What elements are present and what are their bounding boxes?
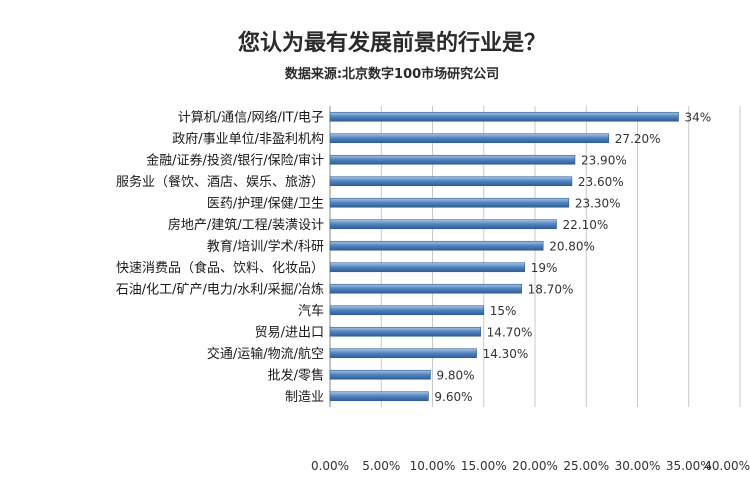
category-label: 批发/零售 [268,367,324,383]
bar [329,240,544,251]
value-label: 18.70% [528,282,574,296]
chart-title: 您认为最有发展前景的行业是？ [238,30,546,56]
bar [329,326,481,337]
value-label: 22.10% [563,218,609,232]
category-label: 制造业 [285,390,324,405]
category-label: 石油/化工/矿产/电力/水利/采掘/冶炼 [116,282,324,297]
category-label: 贸易/进出口 [255,325,324,340]
bar [329,305,485,316]
bar [329,133,610,144]
bar [329,262,526,273]
value-label: 9.60% [434,390,472,404]
chart-subtitle: 数据来源:北京数字100市场研究公司 [285,66,499,82]
value-label: 14.70% [487,325,533,339]
bar [329,197,570,208]
value-label: 27.20% [615,132,661,146]
bars [329,111,679,402]
category-label: 医药/护理/保健/卫生 [207,196,324,211]
x-tick-label: 5.00% [362,459,400,473]
value-label: 19% [531,261,558,275]
bar [329,348,477,359]
x-tick-label: 30.00% [615,459,661,473]
category-label: 汽车 [298,303,324,319]
value-label: 23.60% [578,175,624,189]
bar [329,283,522,294]
x-axis-ticks: 0.00% 5.00% 10.00% 15.00% 20.00% 25.00% 30.00%… [311,459,750,473]
value-label: 20.80% [549,239,595,253]
category-label: 快速消费品（食品、饮料、化妆品） [116,260,324,276]
x-tick-label: 40.00% [704,459,750,473]
x-tick-label: 15.00% [461,459,507,473]
value-labels: 34% 27.20% 23.90% 23.60% 23.30% 22.10% 20.80% 1… [434,110,711,404]
bar [329,369,431,380]
bar [329,154,576,165]
bar [329,176,573,187]
x-tick-label: 35.00% [666,459,712,473]
category-label: 金融/证券/投资/银行/保险/审计 [146,152,324,168]
gridlines [329,106,741,407]
category-label: 交通/运输/物流/航空 [207,346,324,362]
value-label: 23.90% [581,153,627,167]
category-label: 房地产/建筑/工程/装潢设计 [168,217,324,233]
category-label: 服务业（餐饮、酒店、娱乐、旅游） [116,174,324,190]
value-label: 23.30% [575,196,621,210]
x-tick-label: 25.00% [563,459,609,473]
x-tick-label: 0.00% [311,459,349,473]
bar [329,391,429,402]
value-label: 15% [490,304,517,318]
x-tick-label: 20.00% [512,459,558,473]
value-label: 34% [685,110,712,124]
value-label: 14.30% [483,347,529,361]
bar [329,219,557,230]
category-label: 政府/事业单位/非盈利机构 [172,132,324,147]
category-labels: 计算机/通信/网络/IT/电子政府/事业单位/非盈利机构金融/证券/投资/银行/… [116,109,324,405]
bar [329,111,679,122]
category-label: 计算机/通信/网络/IT/电子 [178,109,324,125]
x-tick-label: 10.00% [410,459,456,473]
category-label: 教育/培训/学术/科研 [207,238,324,254]
value-label: 9.80% [436,368,474,382]
